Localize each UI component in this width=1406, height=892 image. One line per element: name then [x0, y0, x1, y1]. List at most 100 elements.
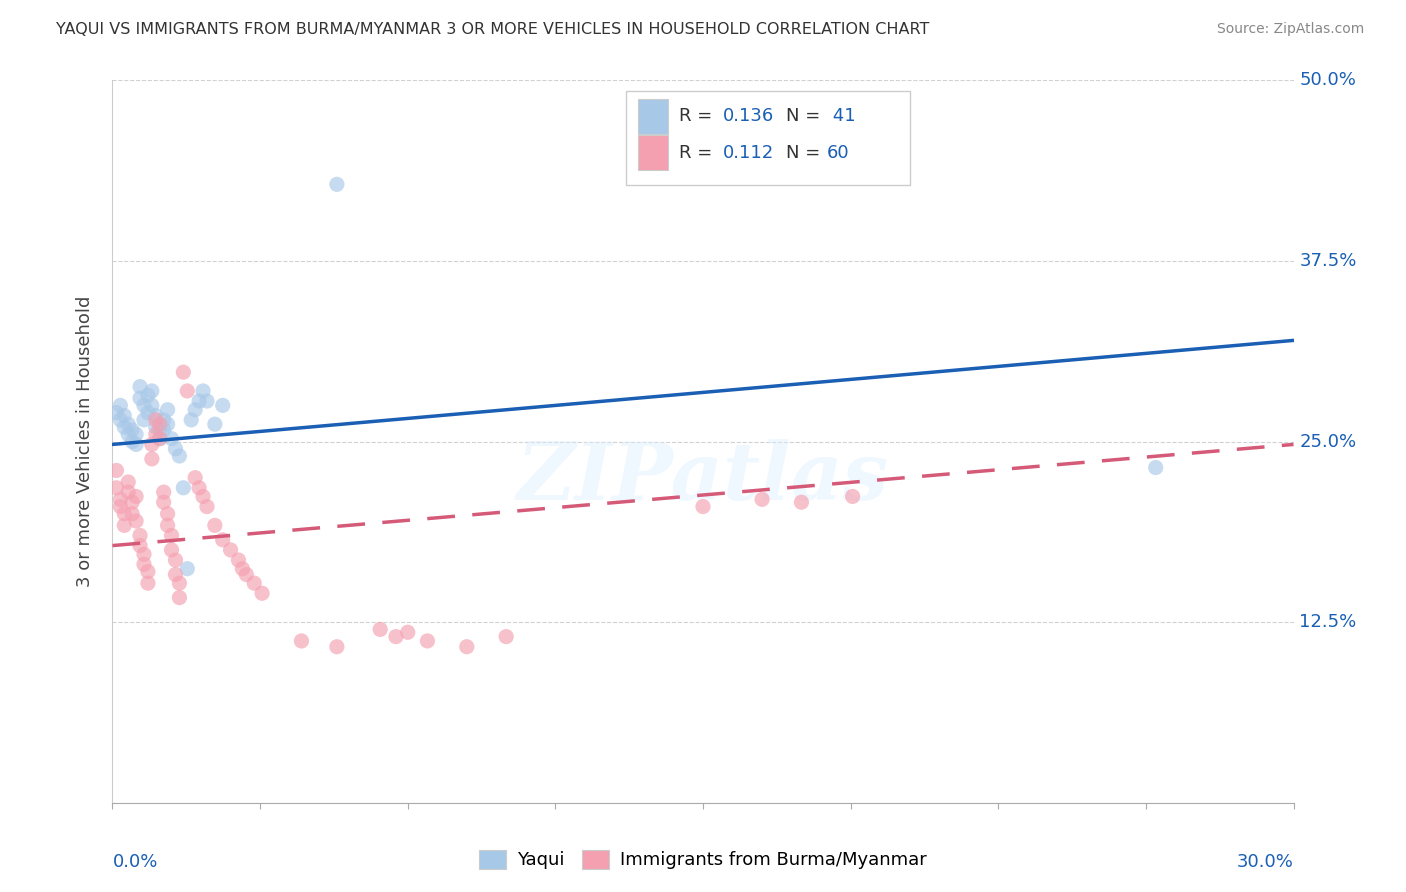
- FancyBboxPatch shape: [638, 136, 668, 169]
- Point: [110, 413, 132, 427]
- Point: [180, 413, 202, 427]
- Point: [149, 432, 172, 446]
- Point: [117, 427, 139, 442]
- Point: [368, 623, 391, 637]
- Point: [136, 576, 159, 591]
- Point: [751, 492, 773, 507]
- Point: [110, 500, 132, 514]
- Point: [250, 586, 273, 600]
- Point: [112, 420, 135, 434]
- Point: [112, 518, 135, 533]
- Text: 12.5%: 12.5%: [1299, 613, 1357, 632]
- Point: [790, 495, 813, 509]
- Point: [326, 178, 349, 192]
- Point: [204, 518, 226, 533]
- Point: [165, 442, 187, 456]
- Point: [117, 417, 139, 432]
- Point: [156, 518, 179, 533]
- Point: [152, 423, 174, 437]
- Text: N =: N =: [786, 107, 825, 126]
- Point: [176, 562, 198, 576]
- Text: Source: ZipAtlas.com: Source: ZipAtlas.com: [1216, 22, 1364, 37]
- Text: 0.136: 0.136: [723, 107, 775, 126]
- Point: [132, 558, 155, 572]
- Point: [169, 576, 191, 591]
- Point: [160, 432, 183, 446]
- Point: [141, 437, 163, 451]
- Point: [105, 406, 128, 420]
- Point: [110, 398, 132, 412]
- Point: [416, 634, 439, 648]
- Point: [141, 398, 163, 412]
- Text: ZIPatlas: ZIPatlas: [517, 439, 889, 516]
- Point: [132, 398, 155, 412]
- Point: [145, 413, 167, 427]
- Point: [243, 576, 266, 591]
- Text: 60: 60: [827, 144, 849, 161]
- Point: [191, 490, 214, 504]
- Point: [129, 391, 152, 405]
- Point: [396, 625, 419, 640]
- Point: [165, 553, 187, 567]
- Text: 0.0%: 0.0%: [112, 854, 157, 871]
- Point: [156, 402, 179, 417]
- Point: [495, 630, 517, 644]
- Point: [385, 630, 408, 644]
- Point: [141, 451, 163, 466]
- Point: [129, 379, 152, 393]
- Point: [110, 492, 132, 507]
- Point: [125, 437, 148, 451]
- Point: [121, 423, 143, 437]
- Point: [188, 481, 211, 495]
- Point: [195, 394, 218, 409]
- Point: [172, 365, 194, 379]
- Point: [132, 413, 155, 427]
- Point: [129, 539, 152, 553]
- Point: [184, 402, 207, 417]
- Point: [456, 640, 478, 654]
- Point: [204, 417, 226, 432]
- Point: [169, 449, 191, 463]
- Point: [290, 634, 312, 648]
- Point: [156, 507, 179, 521]
- Point: [121, 434, 143, 449]
- Point: [125, 490, 148, 504]
- Point: [211, 533, 233, 547]
- Point: [125, 514, 148, 528]
- Point: [136, 388, 159, 402]
- Point: [188, 394, 211, 409]
- FancyBboxPatch shape: [626, 91, 910, 185]
- Text: R =: R =: [679, 144, 718, 161]
- Point: [152, 495, 174, 509]
- Legend: Yaqui, Immigrants from Burma/Myanmar: Yaqui, Immigrants from Burma/Myanmar: [470, 841, 936, 879]
- Point: [149, 417, 172, 432]
- Point: [132, 547, 155, 561]
- Point: [191, 384, 214, 398]
- Point: [112, 409, 135, 423]
- Text: 41: 41: [827, 107, 856, 126]
- Point: [121, 507, 143, 521]
- Text: N =: N =: [786, 144, 825, 161]
- Text: 50.0%: 50.0%: [1299, 71, 1357, 89]
- Point: [228, 553, 250, 567]
- Point: [152, 413, 174, 427]
- Point: [156, 417, 179, 432]
- Point: [141, 384, 163, 398]
- Point: [326, 640, 349, 654]
- Point: [145, 409, 167, 423]
- Y-axis label: 3 or more Vehicles in Household: 3 or more Vehicles in Household: [76, 296, 94, 587]
- Point: [125, 427, 148, 442]
- Point: [105, 463, 128, 477]
- Point: [1144, 460, 1167, 475]
- Point: [149, 432, 172, 446]
- Point: [195, 500, 218, 514]
- Point: [117, 485, 139, 500]
- Point: [145, 420, 167, 434]
- Text: 30.0%: 30.0%: [1237, 854, 1294, 871]
- Point: [169, 591, 191, 605]
- Point: [165, 567, 187, 582]
- Point: [172, 481, 194, 495]
- Text: R =: R =: [679, 107, 718, 126]
- Point: [121, 495, 143, 509]
- Point: [160, 528, 183, 542]
